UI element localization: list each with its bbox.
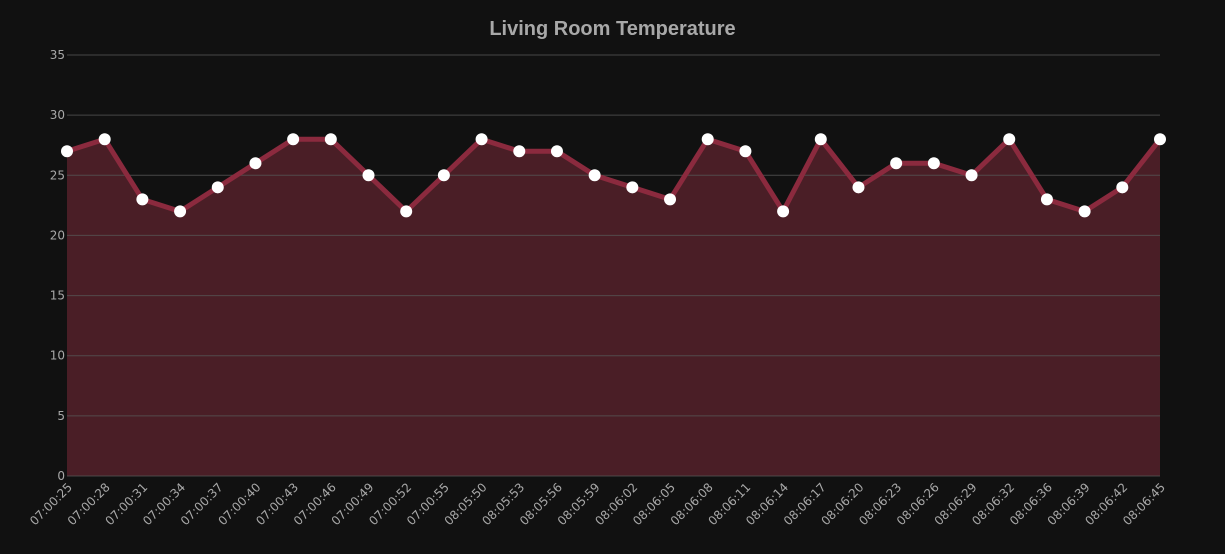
data-point-4 (211, 181, 224, 194)
y-tick-label-10: 10 (50, 349, 65, 363)
data-point-15 (626, 181, 639, 194)
y-tick-label-30: 30 (50, 108, 65, 122)
data-point-20 (814, 133, 827, 146)
data-point-21 (852, 181, 865, 194)
data-point-5 (249, 157, 262, 170)
data-point-19 (777, 205, 790, 218)
data-point-27 (1078, 205, 1091, 218)
y-tick-label-0: 0 (57, 469, 65, 483)
data-point-24 (965, 169, 978, 182)
data-point-25 (1003, 133, 1016, 146)
data-point-29 (1154, 133, 1166, 146)
series-line (66, 136, 1162, 214)
data-point-10 (437, 169, 450, 182)
data-point-26 (1040, 193, 1053, 206)
data-point-6 (287, 133, 300, 146)
data-point-28 (1116, 181, 1129, 194)
data-point-17 (701, 133, 714, 146)
data-point-2 (136, 193, 149, 206)
y-tick-label-35: 35 (50, 48, 65, 62)
data-point-9 (400, 205, 413, 218)
data-point-18 (739, 145, 752, 158)
data-point-8 (362, 169, 375, 182)
data-point-11 (475, 133, 488, 146)
y-tick-label-20: 20 (50, 228, 65, 242)
chart-title: Living Room Temperature (489, 18, 736, 40)
data-point-7 (324, 133, 337, 146)
data-point-3 (174, 205, 187, 218)
data-point-14 (588, 169, 601, 182)
y-tick-label-5: 5 (57, 409, 65, 423)
data-point-22 (890, 157, 903, 170)
area-fill (67, 139, 1160, 476)
data-point-0 (61, 145, 73, 158)
data-point-23 (927, 157, 940, 170)
data-point-13 (550, 145, 563, 158)
data-point-12 (513, 145, 526, 158)
data-point-1 (98, 133, 111, 146)
y-tick-label-15: 15 (50, 289, 65, 303)
y-tick-label-25: 25 (50, 168, 65, 182)
data-point-16 (664, 193, 677, 206)
